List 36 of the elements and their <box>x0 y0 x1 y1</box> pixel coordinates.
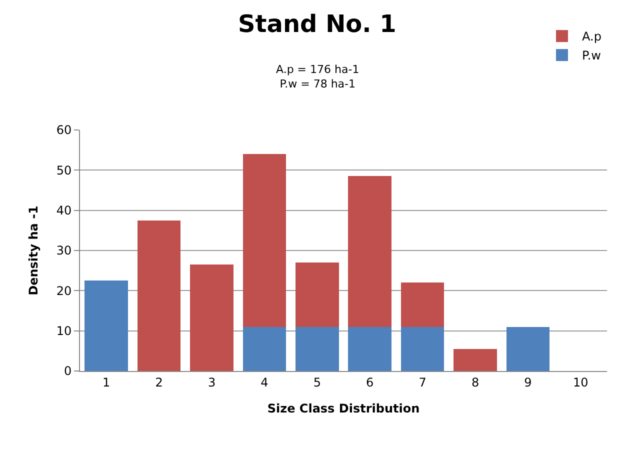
bar <box>506 326 550 371</box>
x-tick-label: 1 <box>102 375 110 390</box>
bar <box>242 326 286 371</box>
y-tick-label: 20 <box>56 284 72 298</box>
y-tick-label: 0 <box>64 364 72 378</box>
bar <box>242 154 286 327</box>
bar <box>400 326 444 371</box>
y-tick-label: 50 <box>56 163 72 178</box>
x-tick-label: 5 <box>313 375 321 390</box>
y-tick-label: 60 <box>56 123 72 138</box>
bar <box>400 282 444 327</box>
legend-label: P.w <box>582 48 602 63</box>
y-tick-label: 40 <box>56 204 72 218</box>
y-tick-label: 10 <box>56 324 72 338</box>
bar <box>348 326 392 371</box>
x-axis-title: Size Class Distribution <box>267 401 420 416</box>
bar <box>296 262 339 327</box>
x-tick-label: 7 <box>418 375 426 390</box>
bar <box>84 280 128 371</box>
bar <box>137 220 181 371</box>
x-tick-label: 3 <box>208 375 216 390</box>
x-tick-label: 6 <box>366 375 374 390</box>
x-tick-label: 10 <box>573 375 588 390</box>
x-tick-label: 9 <box>524 375 532 390</box>
legend-label: A.p <box>582 30 602 44</box>
x-tick-label: 4 <box>260 375 268 390</box>
chart-title: Stand No. 1 <box>238 10 396 38</box>
x-tick-label: 8 <box>471 375 480 390</box>
bar <box>348 176 392 327</box>
bar <box>296 326 339 371</box>
y-axis-title: Density ha -1 <box>26 206 41 296</box>
bar <box>190 264 234 371</box>
bar <box>454 348 497 371</box>
x-tick-label: 2 <box>155 375 163 390</box>
y-tick-label: 30 <box>56 244 72 258</box>
chart-subtitle: A.p = 176 ha-1 P.w = 78 ha-1 <box>276 63 360 90</box>
